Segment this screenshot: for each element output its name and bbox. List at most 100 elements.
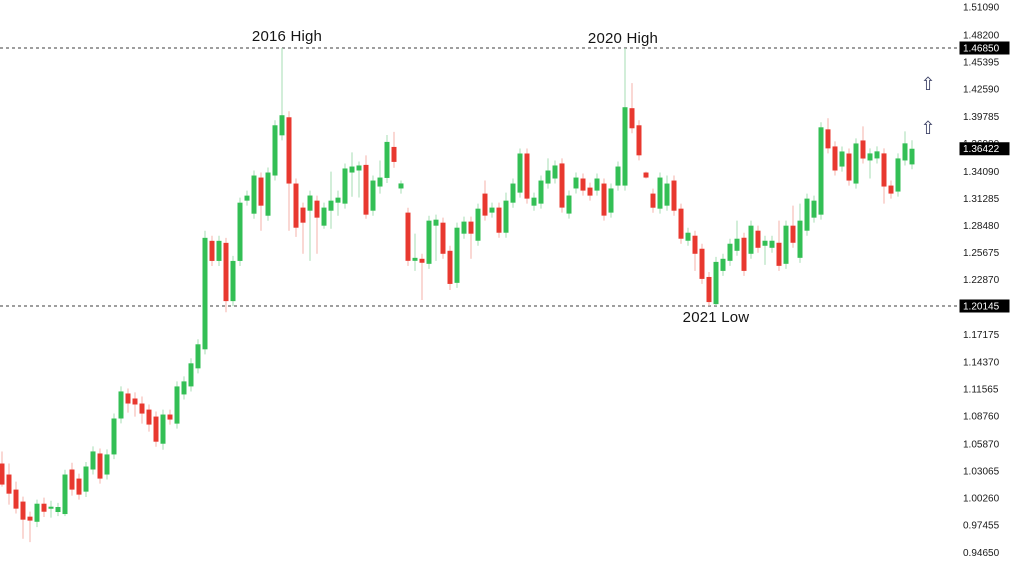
y-axis-tick-label: 0.97455 (963, 521, 1000, 532)
candle (160, 409, 166, 450)
candle (818, 122, 824, 220)
candle-body (97, 453, 103, 479)
candle-body (587, 187, 593, 196)
candle-body (545, 170, 551, 184)
candle-body (580, 178, 586, 191)
candle (580, 173, 586, 196)
candle (146, 404, 152, 432)
candle-body (34, 503, 40, 522)
candle-body (454, 227, 460, 283)
candle-body (223, 242, 229, 302)
candle (426, 215, 432, 269)
candle-body (244, 195, 250, 201)
candle-body (874, 151, 880, 159)
candle (657, 172, 663, 214)
candle (132, 392, 138, 417)
candle (251, 170, 257, 219)
candle-body (720, 258, 726, 271)
candle-body (622, 107, 628, 186)
candle-body (762, 240, 768, 246)
candle (475, 203, 481, 246)
y-axis-tick-label: 1.48200 (963, 30, 1000, 41)
candle (321, 202, 327, 229)
candle-body (636, 125, 642, 156)
candle-body (475, 208, 481, 241)
candle-body (321, 207, 327, 226)
candle (706, 271, 712, 306)
candle (531, 192, 537, 211)
candle-body (615, 166, 621, 186)
candle-body (342, 168, 348, 204)
candle-body (160, 414, 166, 444)
candle-body (188, 363, 194, 387)
current-price-badge-label: 1.36422 (963, 144, 1000, 155)
candle-body (650, 193, 656, 208)
candle (587, 182, 593, 201)
up-arrow-icon[interactable]: ⇧ (920, 74, 936, 94)
candle (874, 146, 880, 164)
candle-body (90, 451, 96, 470)
candle (769, 235, 775, 253)
candle (111, 413, 117, 460)
candle (272, 120, 278, 181)
candle (349, 152, 355, 197)
candle-body (482, 193, 488, 216)
candle-body (13, 489, 19, 509)
candle (699, 243, 705, 284)
candle-body (20, 501, 26, 520)
candle-body (349, 166, 355, 173)
candle-body (902, 143, 908, 161)
candle-body (566, 195, 572, 214)
candle-body (216, 240, 222, 261)
candle (97, 448, 103, 484)
candle-body (146, 409, 152, 425)
candle (48, 500, 54, 518)
y-axis-tick-label: 1.31285 (963, 194, 1000, 205)
candle (223, 237, 229, 313)
candle-body (755, 230, 761, 248)
candle-body (832, 146, 838, 171)
candle (545, 158, 551, 189)
candle (762, 235, 768, 265)
candle-body (538, 180, 544, 204)
candle-body (447, 250, 453, 284)
candle-body (258, 177, 264, 206)
candle-body (594, 178, 600, 191)
annotation-2016-high: 2016 High (251, 28, 323, 45)
candle-body (552, 165, 558, 179)
candle-body (265, 172, 271, 216)
candle-body (426, 220, 432, 264)
y-axis-tick-label: 1.42590 (963, 85, 1000, 96)
candle-body (230, 260, 236, 302)
candle (517, 148, 523, 198)
candle-body (314, 200, 320, 218)
candle-body (867, 153, 873, 161)
candle (727, 238, 733, 266)
candle-body (104, 454, 110, 475)
candle (27, 511, 33, 543)
candle-body (132, 398, 138, 405)
candle (384, 134, 390, 183)
candle (804, 193, 810, 236)
candle (643, 171, 649, 179)
candle (104, 449, 110, 480)
candle (629, 83, 635, 134)
candle (783, 220, 789, 269)
candle (797, 203, 803, 263)
candle (734, 220, 740, 256)
candle (720, 253, 726, 276)
candle-body (328, 200, 334, 211)
candle (454, 222, 460, 288)
up-arrow-icon[interactable]: ⇧ (920, 118, 936, 138)
candle-body (790, 225, 796, 243)
candle-body (27, 516, 33, 521)
candle-body (881, 153, 887, 187)
candle (153, 411, 159, 447)
candle (867, 148, 873, 179)
candle (468, 216, 474, 259)
candle-body (286, 117, 292, 184)
y-axis-tick-label: 0.94650 (963, 548, 1000, 559)
candle (790, 205, 796, 248)
